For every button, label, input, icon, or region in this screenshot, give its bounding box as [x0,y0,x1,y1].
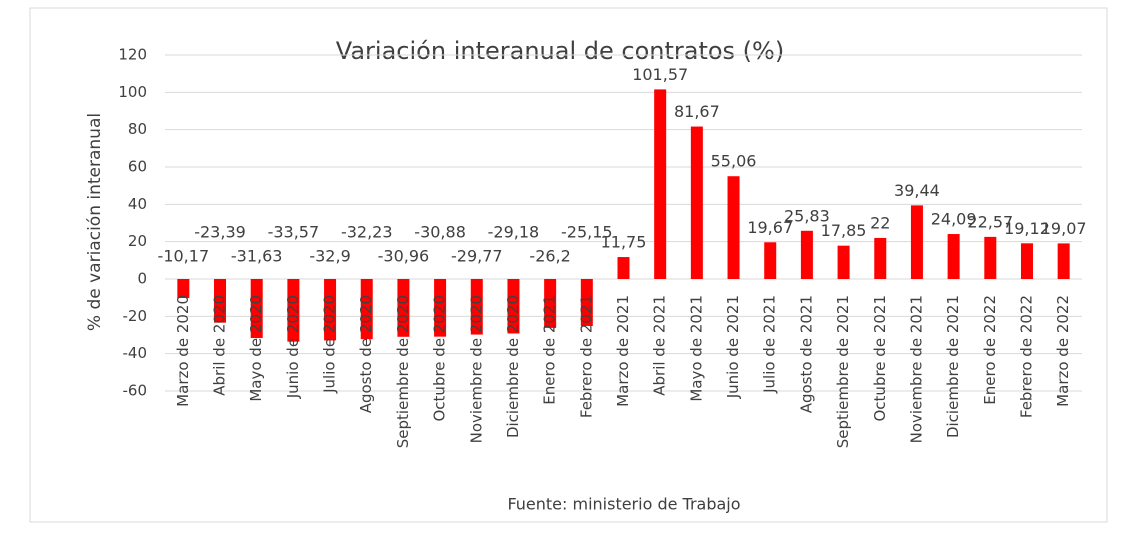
x-tick-label: Abril de 2021 [651,295,669,396]
y-tick-label: 0 [137,270,147,288]
bar [1057,243,1070,279]
bar [214,279,227,323]
bar [360,279,373,340]
x-tick-label: Julio de 2021 [761,295,779,394]
y-tick-label: -20 [123,307,148,325]
y-tick-label: 80 [128,120,147,138]
x-tick-label: Junio de 2020 [284,295,302,399]
data-label: -32,9 [309,247,350,266]
data-label: 19,12 [1004,219,1050,238]
data-label: 17,85 [821,221,867,240]
bar [984,236,997,279]
data-label: 22,57 [967,212,1013,231]
bar [397,279,410,337]
bar [727,176,740,279]
data-label: 55,06 [711,152,757,171]
bar [544,279,557,328]
bar [434,279,447,337]
x-tick-label: Marzo de 2020 [174,295,192,407]
x-tick-label: Agosto de 2020 [357,295,375,413]
data-label: 19,67 [747,218,793,237]
bar [764,242,777,279]
x-tick-label: Junio de 2021 [724,295,742,399]
bar [874,237,887,279]
data-label: -30,96 [378,247,430,266]
data-label: 24,09 [931,210,977,229]
data-label: 81,67 [674,102,720,121]
y-tick-label: 100 [118,83,147,101]
data-label: -30,88 [414,223,466,242]
data-label: -29,18 [488,223,540,242]
x-tick-label: Marzo de 2022 [1054,295,1072,407]
y-tick-label: 60 [128,158,147,176]
data-label: -10,17 [158,247,210,266]
bar [287,279,300,342]
bar [617,257,630,279]
x-tick-label: Noviembre de 2021 [907,295,925,443]
y-tick-label: -60 [123,382,148,400]
bar [654,89,667,279]
bar [580,279,593,326]
bar [837,245,850,279]
x-tick-label: Marzo de 2021 [614,295,632,407]
x-tick-label: Mayo de 2021 [687,295,705,402]
bar [1020,243,1033,279]
x-tick-label: Noviembre de 2020 [467,295,485,443]
source-note: Fuente: ministerio de Trabajo [507,495,740,514]
x-tick-label: Septiembre de 2021 [834,295,852,448]
y-tick-label: 40 [128,195,147,213]
data-label: -26,2 [529,247,570,266]
bar [910,205,923,279]
data-label: -23,39 [194,223,246,242]
bar [470,279,483,335]
data-label: 101,57 [632,65,688,84]
y-tick-label: 20 [128,232,147,250]
x-tick-label: Enero de 2022 [981,295,999,405]
data-label: -32,23 [341,223,393,242]
data-label: -33,57 [268,223,320,242]
bar [690,126,703,279]
chart-title: Variación interanual de contratos (%) [336,37,784,65]
data-label: 19,07 [1041,219,1087,238]
y-tick-label: -40 [123,344,148,362]
x-tick-label: Diciembre de 2020 [504,295,522,438]
chart-border [29,7,1108,523]
y-axis-label: % de variación interanual [85,113,105,331]
bar [507,279,520,334]
bar [947,234,960,279]
bar [800,230,813,279]
bar [250,279,263,339]
x-tick-label: Julio de 2020 [321,295,339,394]
x-tick-label: Octubre de 2021 [871,295,889,422]
x-tick-label: Enero de 2021 [541,295,559,405]
x-tick-label: Febrero de 2022 [1017,295,1035,418]
data-label: 39,44 [894,181,940,200]
data-label: -29,77 [451,247,503,266]
x-tick-label: Mayo de 2020 [247,295,265,402]
x-tick-label: Febrero de 2021 [577,295,595,418]
bar [177,279,190,298]
y-tick-label: 120 [118,46,147,64]
data-label: 11,75 [601,233,647,252]
data-label: 25,83 [784,206,830,225]
data-label: -31,63 [231,247,283,266]
x-tick-label: Diciembre de 2021 [944,295,962,438]
x-tick-label: Abril de 2020 [211,295,229,396]
bar [324,279,337,341]
data-label: 22 [870,213,890,232]
x-tick-label: Septiembre de 2020 [394,295,412,448]
x-tick-label: Octubre de 2020 [431,295,449,422]
x-tick-label: Agosto de 2021 [797,295,815,413]
data-label: -25,15 [561,223,613,242]
